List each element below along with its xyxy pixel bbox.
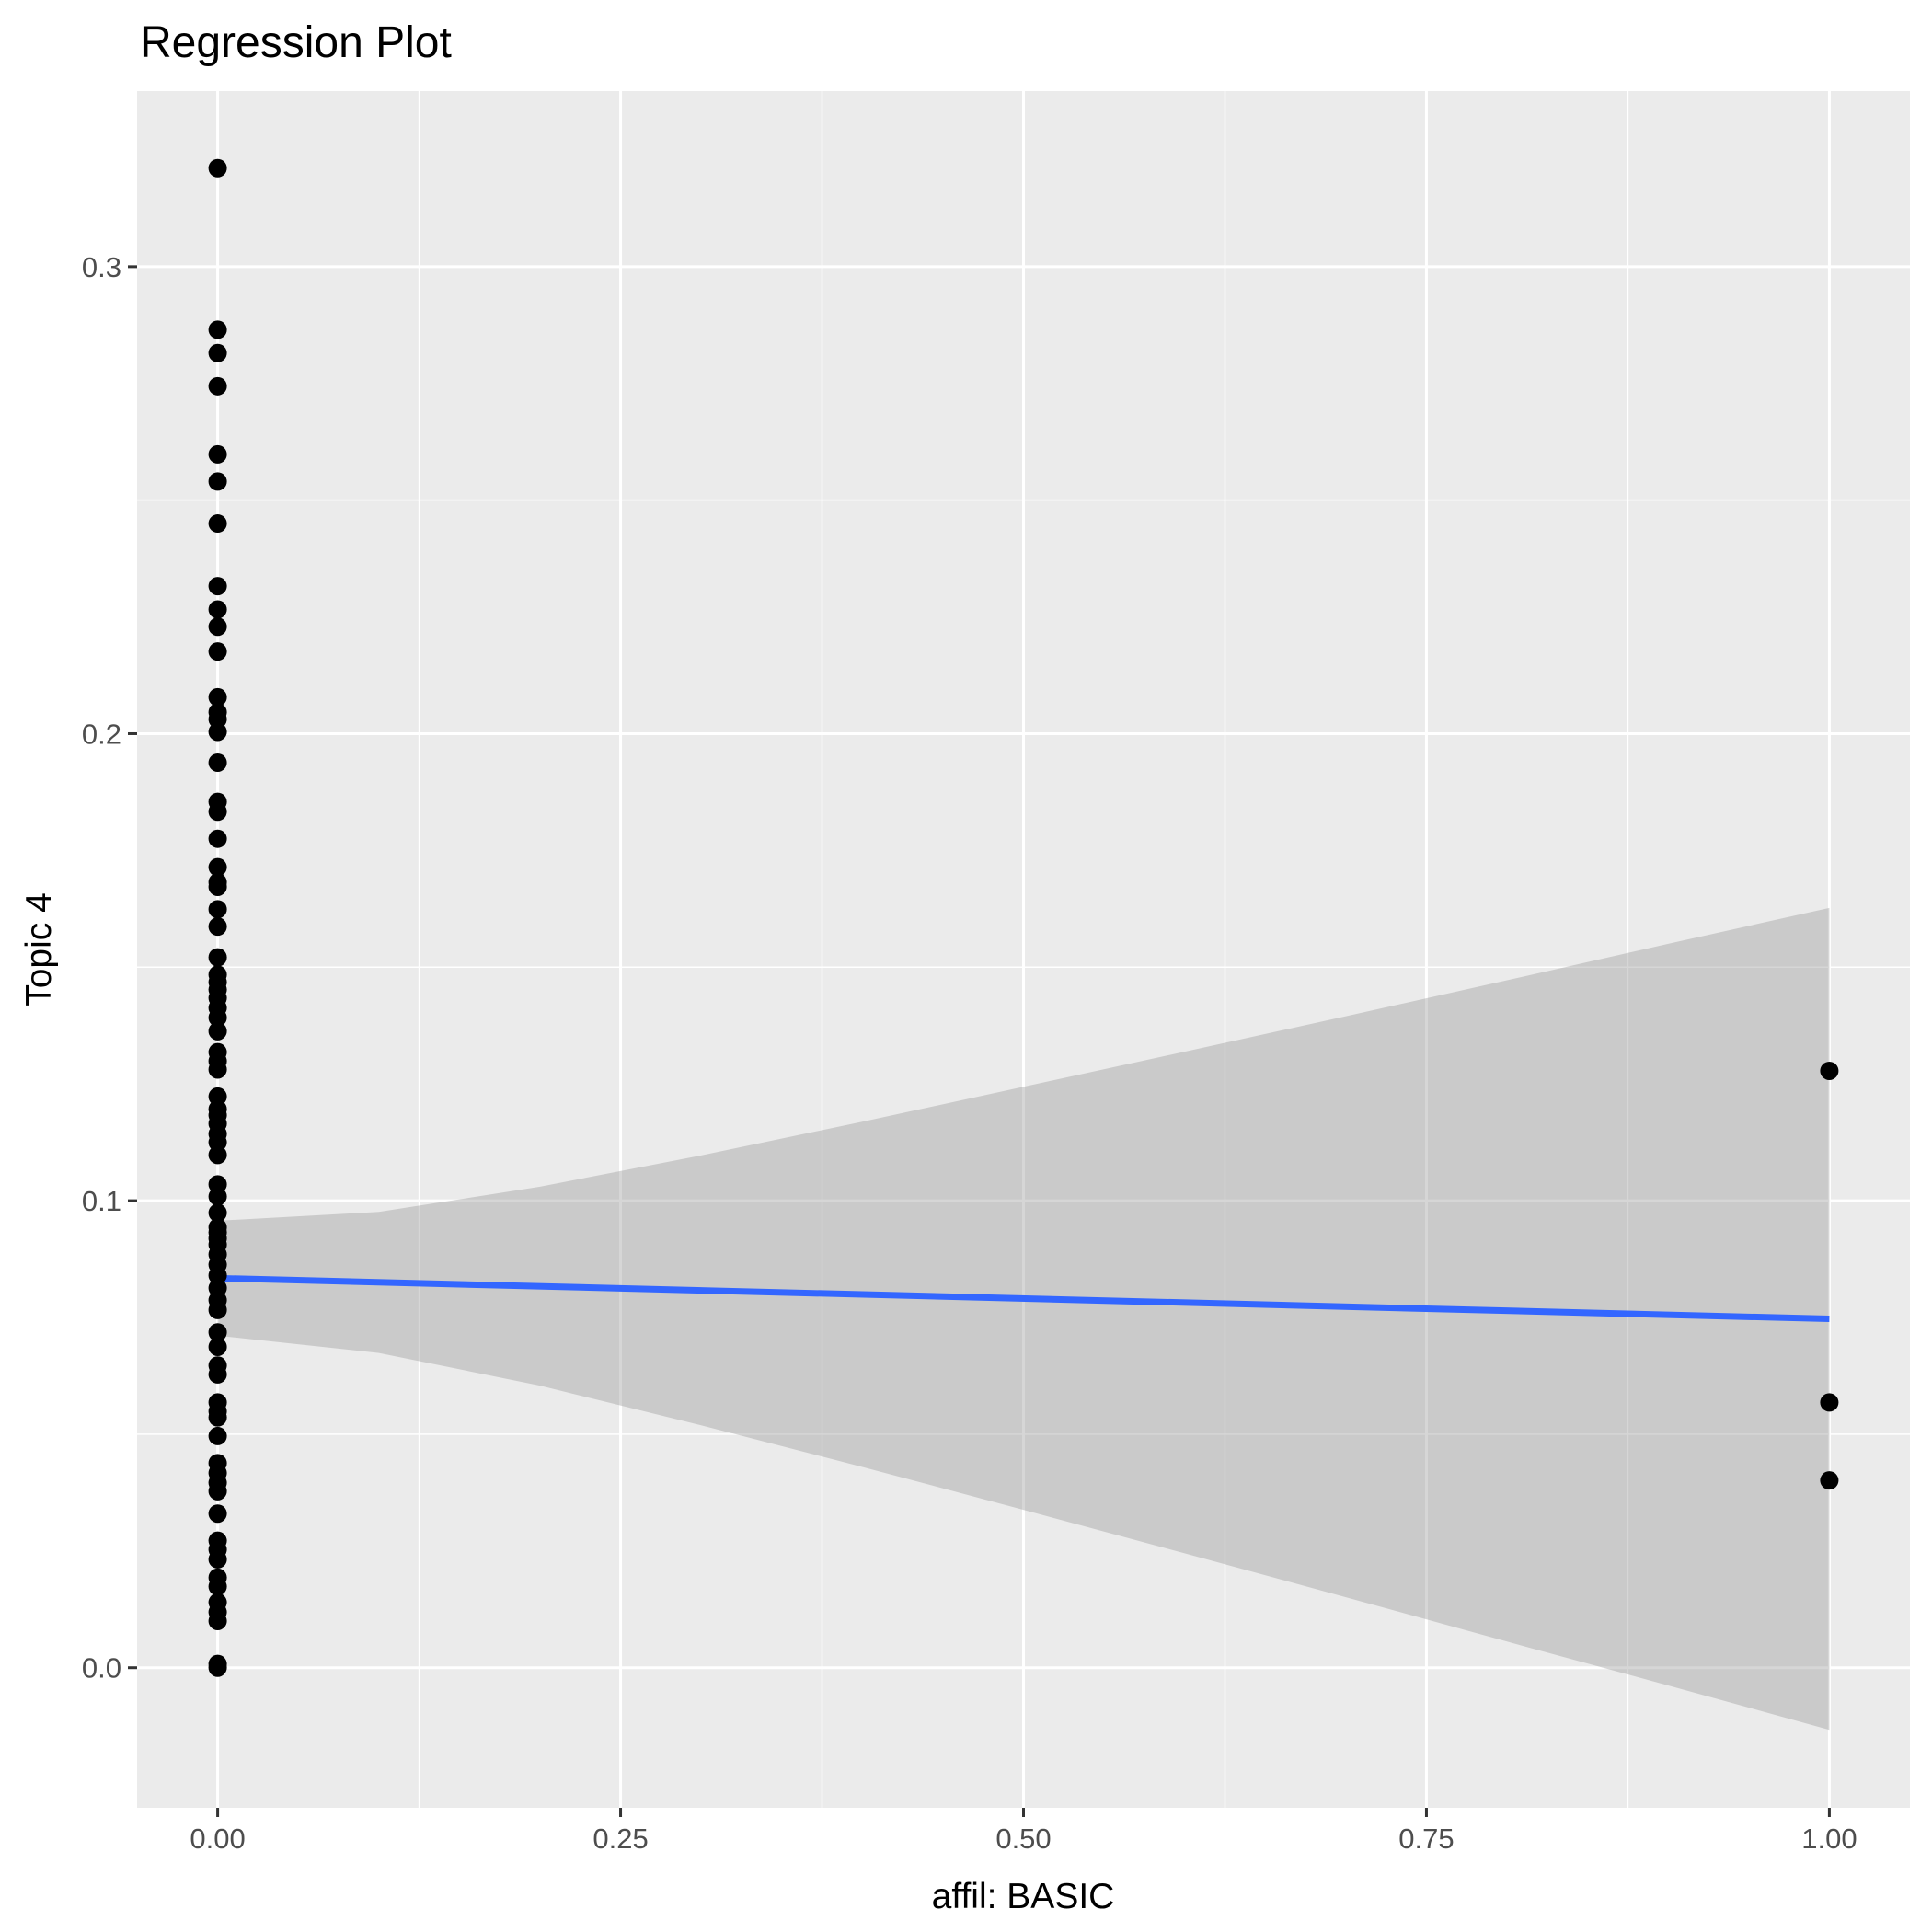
y-tick-label: 0.0 — [82, 1652, 121, 1685]
data-point — [208, 1187, 227, 1206]
data-point — [208, 577, 227, 596]
data-point — [208, 1658, 227, 1677]
y-tick-label: 0.2 — [82, 718, 121, 750]
confidence-band-group — [217, 907, 1830, 1731]
regression-line — [217, 1274, 1830, 1323]
data-point — [208, 722, 227, 742]
data-point — [208, 1408, 227, 1427]
data-point — [208, 320, 227, 339]
data-point — [208, 687, 227, 707]
y-tick-label: 0.1 — [82, 1185, 121, 1217]
data-point — [208, 617, 227, 637]
data-point — [208, 600, 227, 619]
data-point — [1820, 1393, 1839, 1412]
data-point — [208, 753, 227, 772]
data-point — [208, 1426, 227, 1445]
data-point — [208, 472, 227, 491]
data-point — [208, 444, 227, 464]
confidence-band — [217, 907, 1830, 1731]
data-point — [208, 900, 227, 919]
data-point — [208, 158, 227, 178]
x-tick-label: 0.75 — [1398, 1823, 1454, 1855]
data-point — [1820, 1061, 1839, 1080]
data-point — [208, 709, 227, 729]
fit-line-group — [217, 1274, 1830, 1323]
data-point — [208, 1323, 227, 1342]
data-point — [208, 376, 227, 396]
data-point — [208, 1021, 227, 1041]
data-point — [208, 948, 227, 967]
data-point — [208, 1300, 227, 1319]
data-point — [208, 343, 227, 362]
x-tick-label: 0.50 — [995, 1823, 1051, 1855]
data-point — [208, 1364, 227, 1384]
data-point — [208, 877, 227, 896]
data-point — [208, 1008, 227, 1028]
data-point — [208, 1133, 227, 1152]
data-point — [208, 917, 227, 937]
data-point — [208, 1577, 227, 1596]
data-point — [208, 1549, 227, 1569]
chart-title: Regression Plot — [140, 18, 452, 67]
data-point — [208, 1087, 227, 1106]
points-group — [208, 158, 1839, 1677]
x-tick-label: 0.00 — [190, 1823, 245, 1855]
data-point — [208, 1145, 227, 1165]
data-point — [208, 1060, 227, 1079]
data-point — [1820, 1471, 1839, 1490]
data-point — [208, 642, 227, 661]
data-point — [208, 857, 227, 877]
axes: 0.00 0.25 0.50 0.75 1.00 0.0 0.1 0.2 0.3 — [82, 251, 1857, 1855]
x-axis-title: affil: BASIC — [932, 1877, 1115, 1916]
x-tick-label: 1.00 — [1801, 1823, 1857, 1855]
data-point — [208, 1203, 227, 1223]
y-tick-label: 0.3 — [82, 251, 121, 283]
data-point — [208, 1504, 227, 1524]
data-point — [208, 802, 227, 822]
data-point — [208, 1481, 227, 1501]
data-point — [208, 829, 227, 848]
data-point — [208, 514, 227, 534]
y-axis-title: Topic 4 — [19, 892, 59, 1006]
x-tick-label: 0.25 — [592, 1823, 648, 1855]
data-point — [208, 1266, 227, 1285]
data-point — [208, 1337, 227, 1356]
data-point — [208, 1611, 227, 1630]
